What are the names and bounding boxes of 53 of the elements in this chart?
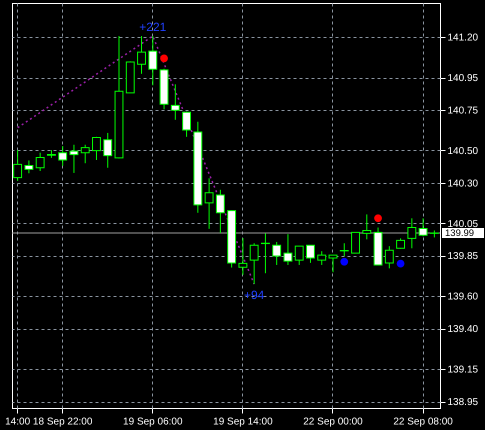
candlestick xyxy=(272,241,282,266)
candlestick xyxy=(294,246,304,266)
x-tick-label: 19 Sep 14:00 xyxy=(213,416,274,428)
annotation: +94 xyxy=(244,288,265,302)
candlestick xyxy=(284,234,292,266)
x-tick-label: 19 Sep 06:00 xyxy=(123,416,183,428)
candlestick xyxy=(216,189,225,234)
candlestick xyxy=(362,214,372,240)
point xyxy=(374,214,382,222)
y-tick-label: 140.75 xyxy=(448,105,479,116)
candlestick xyxy=(137,36,146,74)
candlestick xyxy=(407,218,416,249)
y-tick-label: 139.60 xyxy=(448,292,479,303)
x-tick-label: 22 Sep 00:00 xyxy=(303,416,364,428)
ref-line-label: 139.99 xyxy=(445,228,474,240)
candlestick xyxy=(80,144,90,164)
candlestick xyxy=(58,146,68,166)
candlestick xyxy=(317,250,326,266)
y-tick-label: 140.50 xyxy=(448,146,479,157)
point xyxy=(340,258,348,266)
candlestick xyxy=(24,160,34,174)
candlestick xyxy=(328,254,338,273)
candlestick xyxy=(238,238,248,276)
candlestick xyxy=(250,242,259,285)
candlestick xyxy=(170,84,180,120)
candlestick xyxy=(260,232,270,274)
y-tick-label: 141.20 xyxy=(448,32,479,44)
candlestick xyxy=(70,144,78,174)
annotation: +221 xyxy=(139,20,167,34)
point xyxy=(160,54,168,62)
candlestick xyxy=(384,246,394,269)
point xyxy=(396,260,404,268)
x-tick-label: 14:00 xyxy=(5,416,31,428)
candlestick xyxy=(204,178,214,230)
candlestick xyxy=(396,238,406,250)
y-tick-label: 139.85 xyxy=(448,251,479,262)
candlestick xyxy=(92,136,101,160)
x-tick-label: 18 Sep 22:00 xyxy=(32,416,93,428)
y-tick-label: 139.15 xyxy=(448,364,479,376)
candlestick xyxy=(340,242,349,257)
candlestick xyxy=(306,244,315,264)
candlestick xyxy=(36,152,45,172)
y-tick-label: 140.95 xyxy=(448,73,479,84)
candlestick xyxy=(182,111,192,138)
y-tick-label: 140.30 xyxy=(448,178,479,190)
y-tick-label: 138.95 xyxy=(448,397,479,408)
x-tick-label: 22 Sep 08:00 xyxy=(393,416,454,428)
candlestick xyxy=(351,232,360,254)
candlestick xyxy=(103,132,112,168)
candlestick xyxy=(418,218,428,237)
y-tick-label: 140.05 xyxy=(448,218,479,230)
y-tick-label: 139.40 xyxy=(448,324,479,336)
candlestick xyxy=(148,36,158,86)
